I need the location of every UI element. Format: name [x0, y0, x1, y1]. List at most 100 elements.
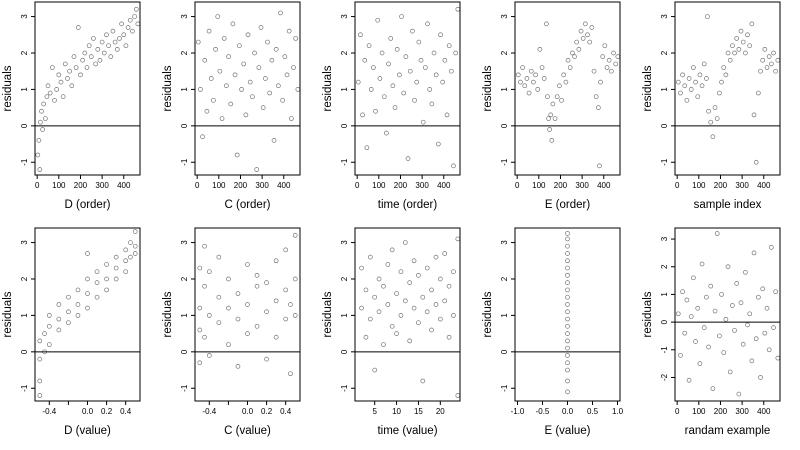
y-tick-label: 3: [500, 14, 509, 19]
data-point: [539, 65, 545, 70]
y-tick-label: 0: [500, 123, 509, 128]
data-point: [565, 265, 570, 271]
data-point: [67, 68, 72, 74]
data-point: [245, 32, 251, 38]
data-point: [66, 309, 71, 315]
data-point: [545, 94, 550, 100]
data-point: [128, 254, 133, 260]
data-point: [775, 57, 781, 63]
data-point: [771, 50, 776, 56]
data-point: [429, 287, 434, 293]
data-point: [747, 311, 753, 317]
data-point: [699, 83, 705, 89]
x-tick-label: 100: [692, 181, 706, 190]
data-point: [719, 292, 724, 297]
data-point: [403, 54, 409, 59]
x-axis-label: E (order): [545, 199, 591, 211]
x-tick-label: 100: [372, 181, 386, 190]
x-axis-label: D (order): [64, 199, 110, 211]
data-point: [574, 39, 580, 45]
data-point: [250, 94, 255, 100]
data-point: [288, 116, 294, 121]
data-point: [273, 298, 279, 304]
data-point: [392, 105, 398, 110]
data-point: [213, 46, 218, 52]
y-tick-label: 2: [180, 50, 189, 55]
data-point: [280, 97, 286, 103]
y-axis-label: residuals: [162, 65, 174, 111]
y-tick-label: 3: [500, 240, 509, 245]
data-point: [85, 291, 90, 296]
x-tick-label: 20: [436, 407, 445, 416]
data-point: [547, 127, 552, 132]
data-point: [727, 57, 733, 63]
data-point: [135, 21, 141, 27]
y-tick-label: -1: [180, 158, 189, 166]
data-point: [680, 72, 685, 78]
data-point: [535, 87, 541, 92]
plot-frame: [34, 1, 141, 176]
data-point: [376, 276, 382, 282]
panel-1: 0 100 200 300 400 -1 0 1 2 3 D (order) residuals: [2, 1, 141, 211]
data-point: [431, 50, 437, 56]
data-point: [451, 163, 456, 169]
data-point: [360, 112, 365, 118]
data-point: [132, 243, 138, 249]
data-point: [565, 338, 570, 344]
data-point: [446, 334, 452, 340]
y-tick-label: -1: [180, 384, 189, 392]
x-tick-label: 400: [117, 181, 131, 190]
data-point: [565, 251, 570, 256]
data-point: [440, 79, 446, 85]
data-point: [368, 87, 374, 92]
data-point: [65, 76, 70, 81]
data-point: [732, 50, 737, 56]
data-point: [367, 316, 373, 322]
x-axis-label: randam example: [685, 425, 771, 437]
data-point: [132, 251, 138, 256]
data-point: [675, 79, 681, 85]
data-point: [123, 247, 129, 253]
data-point: [123, 258, 129, 264]
data-point: [693, 79, 698, 85]
data-point: [37, 167, 43, 172]
y-tick-label: -1: [20, 158, 29, 166]
x-tick-label: 400: [277, 181, 291, 190]
data-point: [714, 231, 720, 236]
data-point: [544, 21, 549, 27]
data-point: [548, 112, 554, 118]
data-point: [420, 378, 426, 384]
data-point: [602, 43, 608, 49]
y-tick-label: 3: [180, 240, 189, 245]
data-point: [749, 21, 755, 27]
data-point: [82, 50, 88, 56]
data-point: [47, 90, 53, 96]
data-point: [531, 79, 536, 85]
data-point: [522, 83, 528, 89]
y-tick-label: 0: [500, 349, 509, 354]
data-point: [226, 342, 231, 347]
data-point: [678, 90, 683, 96]
data-point: [112, 39, 118, 45]
data-point: [283, 247, 289, 253]
y-axis-label: residuals: [162, 291, 174, 337]
data-point: [719, 79, 724, 85]
data-point: [385, 302, 391, 307]
data-point: [714, 116, 720, 121]
data-point: [381, 283, 386, 289]
data-point: [379, 50, 385, 56]
data-point: [215, 14, 221, 19]
y-tick-label: -1: [340, 384, 349, 392]
data-point: [293, 36, 299, 41]
x-tick-label: 200: [74, 181, 88, 190]
data-point: [691, 275, 696, 281]
data-point: [604, 65, 610, 70]
x-tick-label: 300: [735, 181, 749, 190]
data-point: [234, 152, 240, 158]
data-point: [751, 112, 757, 118]
x-tick-label: 400: [437, 181, 451, 190]
data-point: [235, 364, 241, 369]
data-point: [697, 361, 703, 366]
panel-10: 0 100 200 300 400 -2 -1 0 1 2 3 randam example resid…: [642, 227, 781, 437]
data-point: [359, 265, 364, 271]
